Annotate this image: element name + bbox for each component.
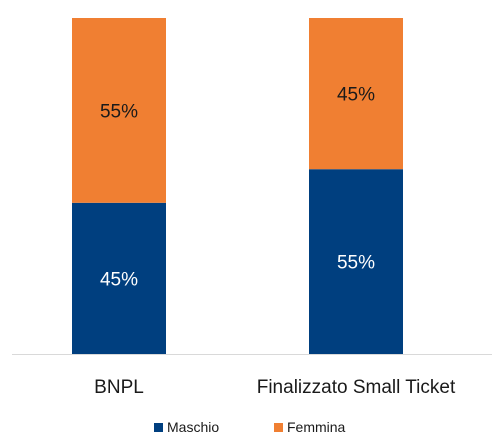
bar-bnpl-femmina bbox=[72, 18, 166, 203]
legend-swatch-femmina bbox=[274, 423, 283, 432]
legend-label-maschio: Maschio bbox=[167, 419, 219, 435]
legend: Maschio Femmina bbox=[154, 419, 346, 435]
x-tick-label: Finalizzato Small Ticket bbox=[257, 377, 456, 398]
bar-finalizzato-small-ticket-femmina bbox=[309, 18, 403, 170]
bar-bnpl-maschio-data-label: 45% bbox=[100, 269, 138, 290]
bar-bnpl-maschio bbox=[72, 202, 166, 354]
x-tick-labels: BNPL Finalizzato Small Ticket bbox=[94, 377, 456, 398]
bar-finalizzato-small-ticket-maschio bbox=[309, 169, 403, 354]
bar-finalizzato-small-ticket-maschio-data-label: 55% bbox=[337, 253, 375, 274]
legend-label-femmina: Femmina bbox=[287, 419, 346, 435]
bars-group: 45% 55% 55% 45% bbox=[72, 18, 403, 354]
legend-swatch-maschio bbox=[154, 423, 163, 432]
bar-bnpl-femmina-data-label: 55% bbox=[100, 101, 138, 122]
bar-finalizzato-small-ticket-femmina-data-label: 45% bbox=[337, 85, 375, 106]
x-tick-label: BNPL bbox=[94, 377, 144, 398]
